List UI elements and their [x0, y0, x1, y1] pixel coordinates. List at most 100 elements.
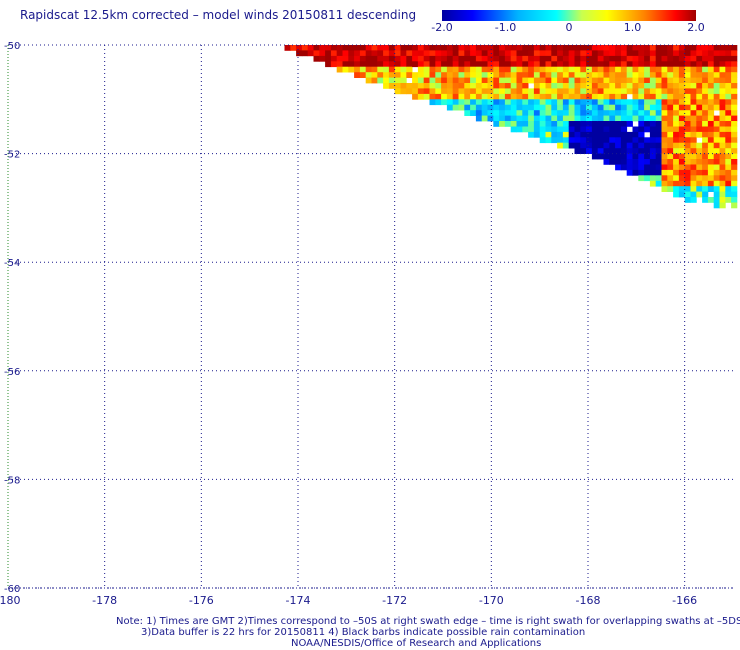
heatmap-cell [597, 55, 604, 62]
heatmap-cell [342, 61, 349, 68]
heatmap-cell [591, 66, 599, 73]
heatmap-cell [591, 137, 599, 144]
heatmap-cell [441, 45, 448, 51]
heatmap-cell [655, 72, 662, 78]
heatmap-cell [620, 121, 628, 127]
heatmap-cell [574, 45, 581, 51]
heatmap-cell [678, 126, 686, 133]
heatmap-cell [702, 93, 709, 100]
heatmap-cell [481, 110, 488, 116]
heatmap-cell [562, 61, 570, 68]
heatmap-cell [719, 72, 726, 78]
heatmap-cell [731, 88, 738, 95]
heatmap-cell [510, 45, 517, 51]
heatmap-cell [638, 159, 645, 165]
plot-axes [7, 45, 733, 589]
heatmap-cell [725, 175, 732, 182]
heatmap-cell [539, 131, 546, 138]
heatmap-cell [678, 88, 686, 95]
heatmap-cell [574, 126, 581, 133]
heatmap-cell [638, 175, 645, 182]
heatmap-cell [562, 72, 570, 78]
heatmap-cell [446, 72, 454, 78]
heatmap-cell [702, 180, 709, 187]
heatmap-cell [626, 115, 633, 122]
colorbar: -2.0 -1.0 0 1.0 2.0 [431, 10, 705, 34]
heatmap-cell [725, 137, 732, 144]
heatmap-cell [649, 180, 657, 187]
heatmap-cell [678, 153, 686, 160]
heatmap-cell [562, 83, 570, 89]
heatmap-cell [539, 126, 546, 133]
heatmap-cell [667, 110, 674, 116]
heatmap-cell [412, 83, 419, 89]
heatmap-cell [377, 50, 384, 57]
heatmap-cell [423, 72, 430, 78]
heatmap-cell [696, 88, 703, 95]
heatmap-cell [417, 88, 425, 95]
heatmap-cell [586, 121, 593, 127]
heatmap-cell [725, 126, 732, 133]
heatmap-cell [568, 99, 575, 106]
heatmap-cell [713, 83, 720, 89]
heatmap-cell [649, 137, 657, 144]
heatmap-cell [609, 153, 616, 160]
heatmap-cell [626, 77, 633, 84]
heatmap-cell [678, 131, 686, 138]
heatmap-cell [539, 50, 546, 57]
heatmap-cell [528, 115, 535, 122]
heatmap-cell [510, 72, 517, 78]
heatmap-cell [713, 186, 720, 192]
heatmap-cell [452, 61, 459, 68]
heatmap-cell [296, 45, 303, 51]
heatmap-cell [707, 137, 715, 144]
heatmap-cell [638, 93, 645, 100]
heatmap-cell [719, 88, 726, 95]
heatmap-cell [626, 169, 633, 176]
heatmap-cell [731, 104, 738, 111]
heatmap-cell [609, 137, 616, 144]
heatmap-cell [655, 99, 662, 106]
heatmap-cell [603, 148, 610, 154]
heatmap-cell [707, 61, 715, 68]
heatmap-cell [580, 121, 587, 127]
heatmap-cell [638, 142, 645, 149]
heatmap-cell [615, 153, 622, 160]
heatmap-cell [510, 88, 517, 95]
heatmap-cell [475, 110, 483, 116]
heatmap-cell [452, 99, 459, 106]
heatmap-cell [383, 45, 390, 51]
heatmap-cell [354, 66, 361, 73]
heatmap-cell [661, 104, 668, 111]
heatmap-cell [545, 99, 552, 106]
heatmap-cell [713, 191, 720, 198]
heatmap-cell [626, 66, 633, 73]
heatmap-cell [661, 142, 668, 149]
heatmap-cell [609, 159, 616, 165]
heatmap-cell [661, 175, 668, 182]
heatmap-cell [504, 115, 512, 122]
heatmap-cell [696, 61, 703, 68]
heatmap-cell [539, 88, 546, 95]
heatmap-cell [528, 66, 535, 73]
heatmap-cell [359, 55, 367, 62]
x-tick-label: -178 [92, 594, 117, 607]
heatmap-cell [696, 66, 703, 73]
heatmap-cell [731, 159, 738, 165]
heatmap-cell [377, 72, 384, 78]
heatmap-cell [707, 77, 715, 84]
heatmap-cell [568, 72, 575, 78]
heatmap-cell [557, 45, 564, 51]
heatmap-cell [539, 137, 546, 144]
heatmap-cell [586, 72, 593, 78]
heatmap-cell [394, 88, 401, 95]
heatmap-cell [452, 93, 459, 100]
heatmap-cell [731, 45, 738, 51]
heatmap-cell [470, 88, 477, 95]
heatmap-cell [487, 55, 494, 62]
heatmap-cell [580, 50, 587, 57]
heatmap-cell [493, 83, 500, 89]
heatmap-cell [707, 175, 715, 182]
heatmap-cell [719, 159, 726, 165]
heatmap-cell [731, 164, 738, 171]
